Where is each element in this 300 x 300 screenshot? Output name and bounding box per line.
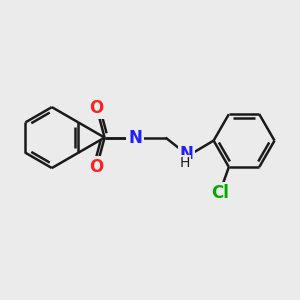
Text: N: N: [128, 129, 142, 147]
Text: O: O: [90, 158, 104, 176]
Text: H: H: [180, 156, 190, 170]
Text: N: N: [180, 145, 194, 163]
Text: Cl: Cl: [211, 184, 229, 202]
Text: O: O: [90, 99, 104, 117]
